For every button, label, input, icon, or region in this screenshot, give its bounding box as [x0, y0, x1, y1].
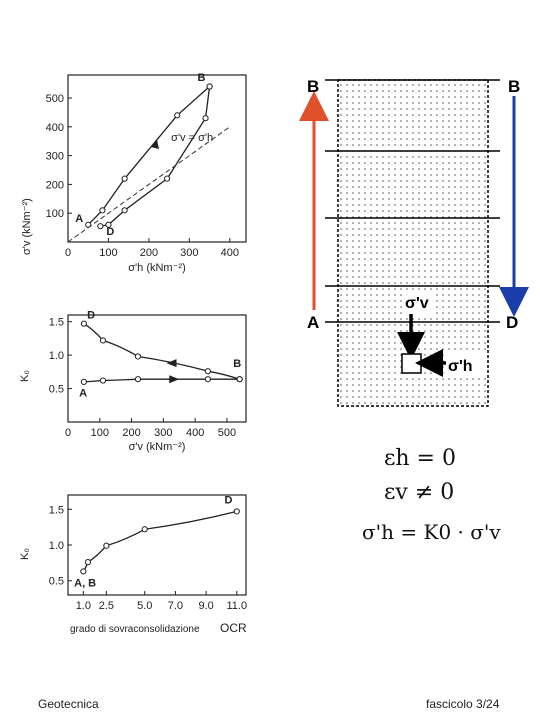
y-tick-label: 1.5: [49, 504, 64, 516]
x-tick-label: 300: [180, 247, 198, 259]
data-point: [80, 378, 87, 385]
reference-line-label: σ'v = σ'h: [171, 132, 213, 144]
point-label-d: D: [87, 309, 95, 321]
y-tick-label: 1.5: [49, 317, 64, 329]
label-a: A: [307, 313, 319, 332]
direction-arrow: [150, 138, 159, 149]
soil-element-diagram: B B A D σ'v σ'h: [299, 77, 529, 407]
x-tick-label: 2.5: [99, 600, 114, 612]
y-tick-label: 500: [46, 93, 64, 105]
y-axis-label: σ'v (kNm⁻²): [21, 198, 33, 255]
y-tick-label: 200: [46, 179, 64, 191]
data-point: [174, 112, 181, 119]
data-point: [99, 337, 107, 344]
series-line: [82, 510, 237, 572]
sigma-h-label: σ'h: [448, 358, 473, 375]
x-tick-label: 500: [218, 427, 236, 439]
y-tick-label: 100: [46, 208, 64, 220]
point-label-d: D: [106, 226, 114, 238]
data-point: [204, 368, 211, 375]
point-label-a: A: [75, 213, 83, 225]
series-line: [83, 378, 240, 383]
y-axis-label: K₀: [19, 548, 31, 560]
data-point: [97, 223, 104, 230]
y-tick-label: 1.0: [49, 540, 64, 552]
x-tick-label: 11.0: [226, 600, 247, 612]
data-point: [164, 175, 171, 182]
soil-element: [401, 353, 422, 374]
label-d: D: [506, 313, 518, 332]
y-tick-label: 1.0: [49, 350, 64, 362]
x-tick-label: 1.0: [76, 600, 91, 612]
data-point: [99, 207, 106, 214]
point-label-a: A: [79, 388, 87, 400]
point-label-d: D: [225, 495, 233, 507]
data-point: [236, 376, 243, 383]
data-point: [84, 559, 92, 566]
x-tick-label: 200: [122, 427, 140, 439]
data-point: [121, 175, 128, 182]
series-line: [83, 323, 240, 380]
reference-line: [67, 126, 231, 243]
data-point: [206, 83, 213, 90]
series-line: [87, 86, 211, 226]
sigma-v-label: σ'v: [405, 295, 429, 312]
y-tick-label: 0.5: [49, 576, 64, 588]
x-tick-label: 200: [140, 247, 158, 259]
x-tick-label: 0: [65, 427, 71, 439]
direction-arrow: [166, 359, 177, 368]
data-point: [99, 377, 107, 384]
x-tick-label: 400: [186, 427, 204, 439]
point-label-ab: A, B: [74, 577, 96, 589]
data-point: [80, 320, 87, 327]
chart-k0-vs-ocr: 1.0 2.5 5.0 7.0 9.0 11.0 0.5 1.0 1.5 D A, B grado d…: [19, 494, 247, 635]
footer-left: Geotecnica: [38, 697, 99, 711]
plot-frame: [67, 314, 247, 423]
chart-stress-path: 0 100 200 300 400 100 200 300 400 500 σ'v = σ'h B A D…: [21, 72, 247, 274]
equation-ev: εv ≠ 0: [384, 480, 455, 505]
x-axis-label: σ'v (kNm⁻²): [129, 441, 186, 453]
direction-arrow: [169, 375, 180, 384]
point-label-b: B: [197, 72, 205, 84]
x-axis-label-ocr: OCR: [220, 621, 247, 635]
data-point: [134, 353, 142, 360]
equation-eh: εh = 0: [384, 446, 456, 471]
x-axis-label: σ'h (kNm⁻²): [128, 262, 185, 274]
x-tick-label: 300: [154, 427, 172, 439]
data-point: [121, 207, 128, 214]
label-b-left: B: [307, 77, 319, 96]
y-axis-label: K₀: [19, 370, 31, 382]
equation-k0: σ'h = K0 · σ'v: [362, 520, 501, 544]
data-point: [134, 376, 142, 383]
y-tick-label: 300: [46, 151, 64, 163]
footer-right: fascicolo 3/24: [426, 697, 500, 711]
series-line: [100, 86, 211, 227]
y-tick-label: 400: [46, 122, 64, 134]
y-tick-label: 0.5: [49, 384, 64, 396]
data-point: [202, 115, 209, 122]
x-tick-label: 9.0: [198, 600, 213, 612]
x-tick-label: 100: [99, 247, 117, 259]
data-point: [80, 568, 87, 575]
chart-k0-vs-sigma: 0 100 200 300 400 500 0.5 1.0 1.5 D B Aσ'v (kNm⁻²) K…: [19, 309, 247, 453]
x-tick-label: 7.0: [168, 600, 183, 612]
x-tick-label: 100: [91, 427, 109, 439]
data-point: [233, 508, 240, 515]
data-point: [105, 221, 112, 228]
data-point: [204, 376, 211, 383]
x-axis-label: grado di sovraconsolidazione: [70, 624, 200, 635]
x-tick-label: 0: [65, 247, 71, 259]
label-b-right: B: [508, 77, 520, 96]
data-point: [141, 526, 148, 533]
data-point: [103, 542, 110, 549]
x-tick-label: 400: [221, 247, 239, 259]
plot-frame: [67, 74, 247, 243]
x-tick-label: 5.0: [137, 600, 152, 612]
point-label-b: B: [233, 358, 241, 370]
